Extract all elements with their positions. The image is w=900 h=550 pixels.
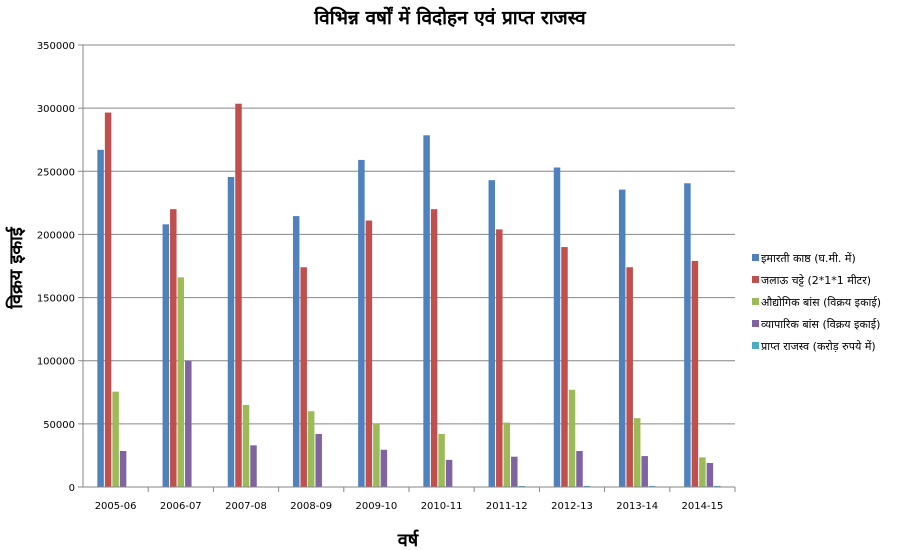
bar <box>691 260 699 487</box>
x-tick-label: 2009-10 <box>356 501 398 512</box>
bar <box>618 189 626 487</box>
y-tick-label: 350000 <box>37 41 75 52</box>
bar <box>488 180 496 487</box>
bar <box>511 456 518 487</box>
legend-swatch <box>752 276 759 283</box>
bar <box>430 209 438 487</box>
x-tick-label: 2006-07 <box>160 501 202 512</box>
y-tick-label: 150000 <box>37 294 75 305</box>
bar <box>104 112 112 487</box>
legend-label: प्राप्त राजस्व (करोड़ रुपये में) <box>761 340 876 353</box>
bar <box>423 135 430 487</box>
y-axis-label: विक्रय इकाई <box>5 226 27 310</box>
y-tick-label: 50000 <box>43 420 75 431</box>
bar <box>445 459 453 487</box>
x-tick-label: 2010-11 <box>421 501 463 512</box>
bar <box>576 451 583 487</box>
x-tick-label: 2005-06 <box>95 501 137 512</box>
x-tick-label: 2007-08 <box>225 501 267 512</box>
legend-label: जलाऊ चट्टे (2*1*1 मीटर) <box>761 274 871 287</box>
bar <box>242 404 250 487</box>
bar <box>119 451 127 487</box>
y-tick-label: 100000 <box>37 357 75 368</box>
bar <box>235 103 242 488</box>
x-axis-label: वर्ष <box>397 529 419 550</box>
legend-swatch <box>752 254 759 261</box>
bar <box>292 216 300 488</box>
bar <box>626 267 633 487</box>
bar <box>177 277 185 487</box>
bar <box>307 411 315 487</box>
legend-label: औद्योगिक बांस (विक्रय इकाई) <box>761 296 881 309</box>
legend-swatch <box>752 298 759 305</box>
y-tick-label: 0 <box>69 483 75 494</box>
bar <box>503 422 511 487</box>
bar <box>373 423 380 487</box>
bar <box>97 149 104 487</box>
bar <box>553 167 561 488</box>
bar <box>561 247 568 487</box>
bar <box>227 176 235 487</box>
bar <box>648 485 656 487</box>
bar <box>641 456 648 487</box>
bar <box>496 229 503 487</box>
bar <box>112 391 119 487</box>
y-tick-label: 300000 <box>37 104 75 115</box>
x-tick-label: 2011-12 <box>486 501 528 512</box>
bar <box>300 267 307 487</box>
bar <box>684 183 691 488</box>
bar <box>568 389 576 487</box>
bar <box>706 463 714 487</box>
bar <box>162 224 170 487</box>
x-tick-label: 2013-14 <box>616 501 658 512</box>
bar <box>365 220 373 487</box>
legend-label: व्यापारिक बांस (विक्रय इकाई) <box>761 318 880 331</box>
bar <box>438 433 445 487</box>
x-tick-label: 2008-09 <box>290 501 332 512</box>
chart-title: विभिन्न वर्षों में विदोहन एवं प्राप्त रा… <box>313 6 587 29</box>
bar <box>583 485 591 487</box>
y-tick-label: 250000 <box>37 167 75 178</box>
bar <box>633 418 641 487</box>
bar <box>250 445 257 487</box>
x-tick-label: 2014-15 <box>682 501 724 512</box>
bar <box>699 457 706 487</box>
bar <box>380 449 388 487</box>
legend-swatch <box>752 320 759 327</box>
y-tick-label: 200000 <box>37 230 75 241</box>
legend-label: इमारती काष्ठ (घ.मी. में) <box>761 252 856 265</box>
x-tick-label: 2012-13 <box>551 501 593 512</box>
bar <box>714 485 721 487</box>
bar <box>358 159 365 488</box>
bar <box>315 433 322 487</box>
bar <box>170 209 177 487</box>
bar <box>185 360 192 487</box>
bar <box>518 485 526 487</box>
legend-swatch <box>752 342 759 349</box>
